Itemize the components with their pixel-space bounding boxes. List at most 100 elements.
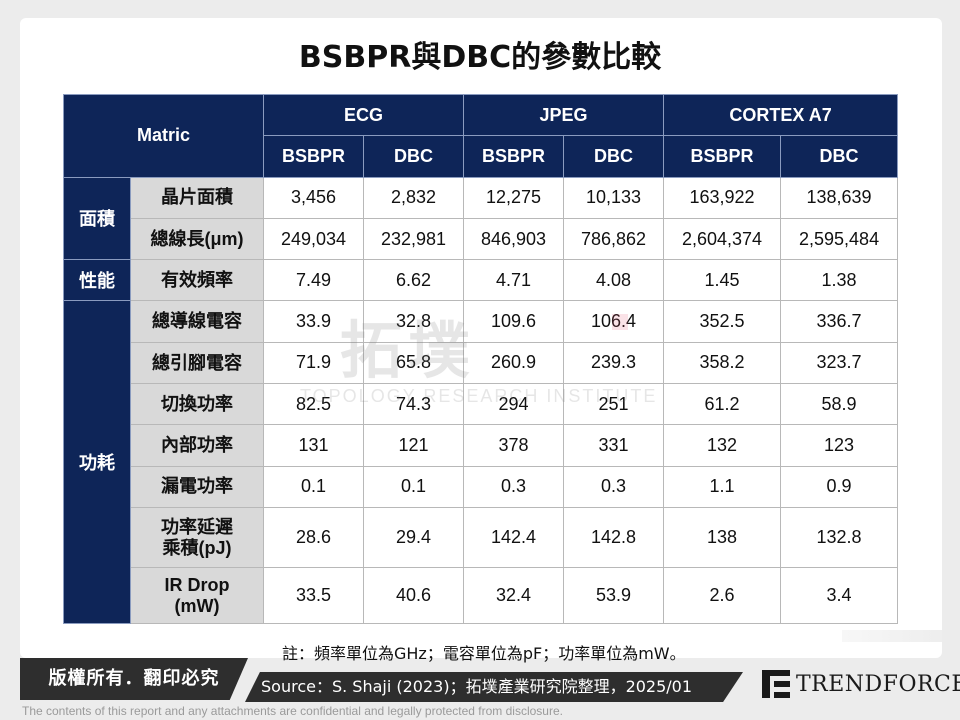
table-cell: 2.6 <box>663 567 782 624</box>
method-header: DBC <box>363 135 465 178</box>
table-cell: 40.6 <box>363 567 465 624</box>
benchmark-header-cortex: CORTEX A7 <box>663 93 899 137</box>
table-row: 漏電功率 0.1 0.1 0.3 0.3 1.1 0.9 <box>64 465 899 508</box>
table-cell: 33.5 <box>263 567 365 624</box>
table-cell: 138 <box>663 506 782 569</box>
table-cell: 142.8 <box>563 506 665 569</box>
method-header: BSBPR <box>263 135 365 178</box>
table-cell: 358.2 <box>663 341 782 385</box>
table-row: 性能 有效頻率 7.49 6.62 4.71 4.08 1.45 1.38 <box>63 259 899 302</box>
row-label: 漏電功率 <box>129 465 265 508</box>
table-cell: 0.3 <box>563 465 665 508</box>
row-label: 內部功率 <box>129 424 265 467</box>
table-row: 面積 晶片面積 3,456 2,832 12,275 10,133 163,92… <box>63 176 899 261</box>
table-cell: 132 <box>663 424 782 467</box>
group-label-power: 功耗 <box>63 300 131 624</box>
table-cell: 251 <box>563 383 665 426</box>
row-label: 有效頻率 <box>129 259 265 302</box>
benchmark-header-jpeg: JPEG <box>463 93 665 137</box>
page-title: BSBPR與DBC的參數比較 <box>298 40 662 75</box>
row-label: 總導線電容 <box>129 300 265 343</box>
row-label: 總引腳電容 <box>129 341 265 385</box>
table-cell: 786,862 <box>563 217 665 261</box>
table-cell: 138,639 <box>780 176 899 219</box>
table-cell: 260.9 <box>463 341 565 385</box>
table-row: 功率延遲 乘積(pJ) 28.6 29.4 142.4 142.8 138 13… <box>64 506 899 569</box>
row-label-line: 乘積(pJ) <box>162 537 232 558</box>
disclaimer: The contents of this report and any atta… <box>22 704 563 718</box>
source-banner: Source：S. Shaji (2023)；拓墣產業研究院整理，2025/01 <box>245 672 743 702</box>
table-cell: 53.9 <box>563 567 665 624</box>
table-cell: 336.7 <box>780 300 899 343</box>
table-row: IR Drop (mW) 33.5 40.6 32.4 53.9 2.6 3.4 <box>64 567 899 624</box>
row-label-line: (mW) <box>174 595 220 616</box>
comparison-table: Matric ECG JPEG CORTEX A7 BSBPR DBC BSBP… <box>62 93 899 624</box>
row-label: 功率延遲 乘積(pJ) <box>129 506 265 569</box>
benchmark-header-ecg: ECG <box>263 93 465 137</box>
table-cell: 121 <box>363 424 465 467</box>
corner-header: Matric <box>62 94 265 178</box>
table-cell: 28.6 <box>263 506 365 569</box>
row-label-line: 功率延遲 <box>161 517 233 537</box>
table-cell: 0.9 <box>780 465 899 508</box>
table-cell: 58.9 <box>780 383 899 426</box>
row-label: 總線長(μm) <box>129 217 265 261</box>
unit-note: 註：頻率單位為GHz；電容單位為pF；功率單位為mW。 <box>282 644 686 663</box>
method-header: DBC <box>563 135 665 178</box>
table-cell: 82.5 <box>263 383 365 426</box>
table-cell: 378 <box>463 424 565 467</box>
table-cell: 131 <box>263 424 365 467</box>
trendforce-logo: TRENDFORCE <box>762 666 960 702</box>
table-cell: 2,604,374 <box>663 217 782 261</box>
table-cell: 331 <box>563 424 665 467</box>
method-header: BSBPR <box>663 135 782 178</box>
method-header: DBC <box>780 135 899 178</box>
row-label: 晶片面積 <box>129 176 265 219</box>
decorative-stripe <box>842 630 942 642</box>
table-cell: 323.7 <box>780 341 899 385</box>
table-cell: 2,595,484 <box>780 217 899 261</box>
table-cell: 74.3 <box>363 383 465 426</box>
logo-text: TRENDFORCE <box>796 671 960 697</box>
copyright-banner: 版權所有．翻印必究 <box>20 658 248 700</box>
table-cell: 32.4 <box>463 567 565 624</box>
trendforce-mark-icon <box>762 670 790 698</box>
table-cell: 33.9 <box>263 300 365 343</box>
table-cell: 4.08 <box>563 259 665 302</box>
table-cell: 7.49 <box>263 259 365 302</box>
table-cell: 239.3 <box>563 341 665 385</box>
row-label-line: IR Drop <box>164 575 230 596</box>
table-cell: 123 <box>780 424 899 467</box>
table-cell: 3,456 <box>263 176 365 219</box>
group-label-performance: 性能 <box>63 259 131 302</box>
table-cell: 249,034 <box>263 217 365 261</box>
table-cell: 32.8 <box>363 300 465 343</box>
table-cell: 71.9 <box>263 341 365 385</box>
table-cell: 4.71 <box>463 259 565 302</box>
table-cell: 163,922 <box>663 176 782 219</box>
table-cell: 0.1 <box>363 465 465 508</box>
table-cell: 65.8 <box>363 341 465 385</box>
row-label: 切換功率 <box>129 383 265 426</box>
table-cell: 12,275 <box>463 176 565 219</box>
table-cell: 294 <box>463 383 565 426</box>
table-cell: 352.5 <box>663 300 782 343</box>
table-row: 總線長(μm) 249,034 232,981 846,903 786,862 … <box>64 217 899 261</box>
table-row: 功耗 總導線電容 33.9 32.8 109.6 106.4 352.5 336… <box>63 300 899 624</box>
table-cell: 232,981 <box>363 217 465 261</box>
table-cell: 10,133 <box>563 176 665 219</box>
table-cell: 1.1 <box>663 465 782 508</box>
table-cell: 6.62 <box>363 259 465 302</box>
row-label: IR Drop (mW) <box>129 567 265 624</box>
table-cell: 0.3 <box>463 465 565 508</box>
table-cell: 1.45 <box>663 259 782 302</box>
table-cell: 132.8 <box>780 506 899 569</box>
table-cell: 2,832 <box>363 176 465 219</box>
table-cell: 29.4 <box>363 506 465 569</box>
group-label-area: 面積 <box>63 176 131 261</box>
table-cell: 1.38 <box>780 259 899 302</box>
table-cell: 106.4 <box>563 300 665 343</box>
table-cell: 3.4 <box>780 567 899 624</box>
table-row: 總引腳電容 71.9 65.8 260.9 239.3 358.2 323.7 <box>64 341 899 385</box>
table-cell: 0.1 <box>263 465 365 508</box>
